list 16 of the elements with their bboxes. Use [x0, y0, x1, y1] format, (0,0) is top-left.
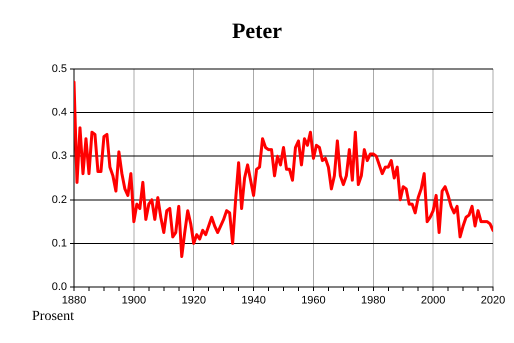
y-tick-label: 0.0 — [52, 281, 67, 294]
y-tick-label: 0.2 — [52, 194, 67, 206]
x-tick-label: 1920 — [181, 294, 206, 307]
chart-title: Peter — [230, 18, 284, 44]
y-tick-label: 0.1 — [52, 237, 67, 250]
x-tick-label: 1900 — [122, 294, 146, 307]
x-tick-label: 1960 — [301, 294, 326, 307]
x-tick-label: 1940 — [241, 294, 266, 307]
x-tick-label: 1880 — [62, 294, 86, 307]
y-axis-title: Prosent — [32, 309, 74, 325]
x-tick-label: 1980 — [361, 294, 386, 307]
y-tick-label: 0.5 — [52, 63, 67, 76]
y-tick-label: 0.4 — [52, 106, 67, 119]
y-tick-label: 0.3 — [52, 150, 67, 162]
x-tick-label: 2000 — [420, 294, 446, 307]
x-tick-label: 2020 — [480, 294, 506, 307]
